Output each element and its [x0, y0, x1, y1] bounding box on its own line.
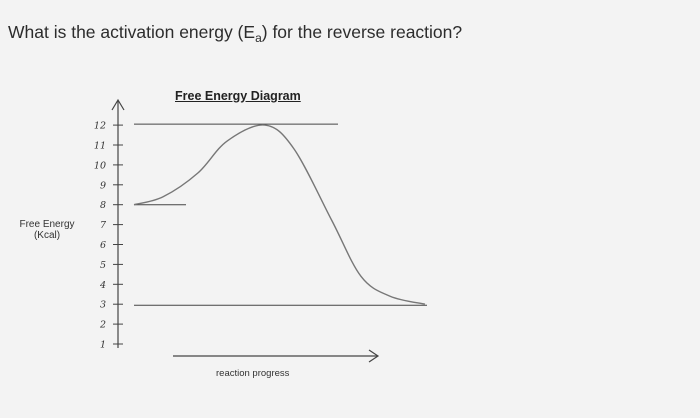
y-tick-label-11: 11 — [94, 141, 106, 152]
y-tick-label-3: 3 — [100, 300, 106, 311]
y-tick-label-5: 5 — [100, 260, 106, 271]
y-tick-label-8: 8 — [100, 200, 106, 211]
y-tick-label-6: 6 — [100, 240, 106, 251]
y-axis-label: Free Energy (Kcal) — [14, 219, 80, 241]
y-axis-label-line2: (Kcal) — [33, 230, 61, 241]
x-axis-arrowhead — [368, 349, 380, 363]
y-tick-label-10: 10 — [94, 160, 106, 171]
question-suffix: ) for the reverse reaction? — [261, 22, 463, 42]
y-tick-label-1: 1 — [100, 340, 106, 351]
question-prefix: What is the activation energy (E — [8, 22, 256, 42]
y-tick-label-4: 4 — [99, 280, 106, 291]
x-axis-label: reaction progress — [216, 368, 290, 379]
y-axis-arrowhead — [111, 98, 125, 111]
y-tick-label-9: 9 — [100, 180, 106, 191]
y-tick-label-7: 7 — [100, 220, 107, 231]
energy-curve-0 — [133, 124, 426, 305]
question-subscript: a — [255, 31, 262, 45]
y-tick-label-2: 2 — [99, 320, 106, 331]
y-axis-label-line1: Free Energy — [19, 219, 75, 230]
chart-title: Free Energy Diagram — [175, 89, 301, 103]
y-tick-label-12: 12 — [94, 121, 106, 132]
question-text: What is the activation energy (Ea) for t… — [8, 22, 462, 45]
